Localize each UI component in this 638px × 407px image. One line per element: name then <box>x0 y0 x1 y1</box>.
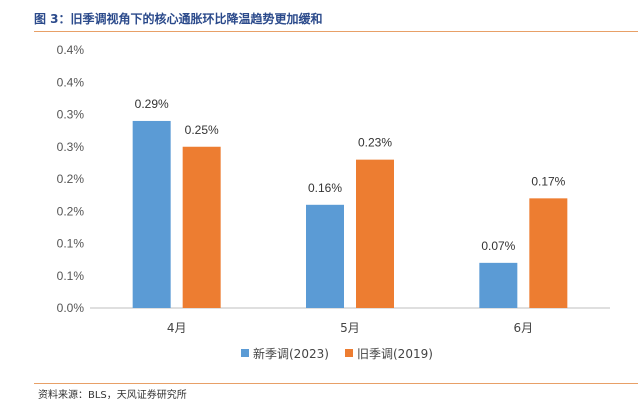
data-label-2-3: 0.17% <box>531 174 565 188</box>
category-labels: 4月 5月 6月 <box>167 321 533 335</box>
category-label-1: 4月 <box>167 321 187 335</box>
legend-swatch-1 <box>241 349 249 357</box>
bars <box>132 120 568 308</box>
category-label-2: 5月 <box>340 321 360 335</box>
y-axis: 0.0% 0.1% 0.1% 0.2% 0.2% 0.3% 0.3% 0.4% 0.4% <box>57 43 85 315</box>
data-label-1-2: 0.16% <box>308 181 342 195</box>
y-tick-label: 0.3% <box>57 108 85 122</box>
data-labels: 0.29% 0.25% 0.16% 0.23% 0.07% 0.17% <box>135 97 566 253</box>
category-label-3: 6月 <box>514 321 534 335</box>
bar-1-1 <box>132 120 171 308</box>
bar-2-3 <box>529 198 568 308</box>
bar-2-1 <box>182 146 221 308</box>
y-tick-label: 0.3% <box>57 140 85 154</box>
data-label-2-1: 0.25% <box>185 123 219 137</box>
bar-2-2 <box>356 159 394 308</box>
bar-chart: 0.0% 0.1% 0.1% 0.2% 0.2% 0.3% 0.3% 0.4% 0.4% 0.2… <box>57 43 610 361</box>
y-tick-label: 0.4% <box>57 43 85 57</box>
data-label-2-2: 0.23% <box>358 136 392 150</box>
legend-label-1: 新季调(2023) <box>253 346 329 361</box>
source-divider <box>34 383 638 384</box>
data-label-1-1: 0.29% <box>135 97 169 111</box>
y-tick-label: 0.0% <box>57 301 85 315</box>
legend: 新季调(2023) 旧季调(2019) <box>241 346 433 361</box>
y-tick-label: 0.1% <box>57 269 85 283</box>
y-tick-label: 0.4% <box>57 75 85 89</box>
y-tick-label: 0.2% <box>57 204 85 218</box>
title-divider <box>34 31 638 32</box>
data-label-1-3: 0.07% <box>481 239 515 253</box>
y-tick-label: 0.1% <box>57 237 85 251</box>
legend-label-2: 旧季调(2019) <box>357 347 433 361</box>
legend-swatch-2 <box>345 349 353 357</box>
bar-1-2 <box>306 204 344 308</box>
figure-title: 图 3：旧季调视角下的核心通胀环比降温趋势更加缓和 <box>34 12 323 26</box>
bar-1-3 <box>479 262 518 308</box>
source-note: 资料来源：BLS，天风证券研究所 <box>38 390 187 401</box>
y-tick-label: 0.2% <box>57 172 85 186</box>
